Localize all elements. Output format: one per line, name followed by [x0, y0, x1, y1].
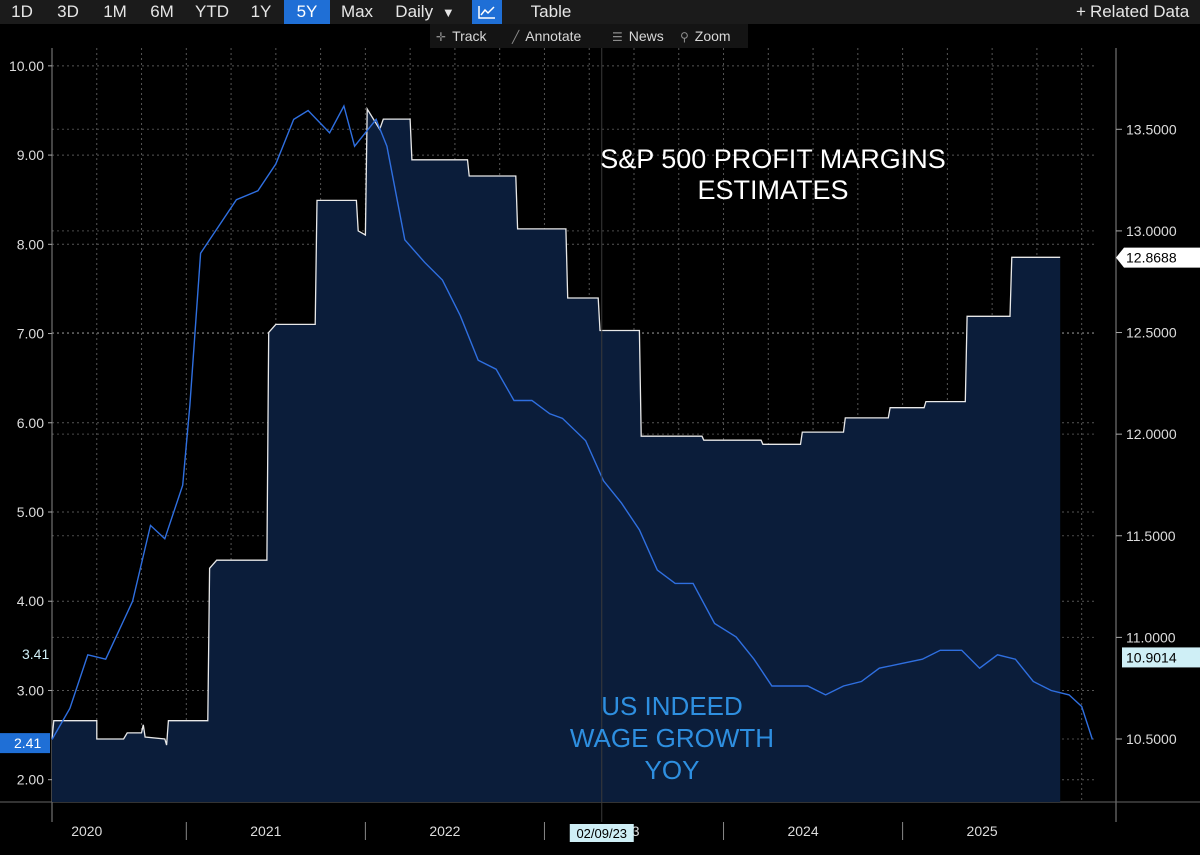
left-tick-label: 10.00: [9, 58, 44, 74]
wage-series-label-line: YOY: [645, 755, 700, 785]
range-5y-button[interactable]: 5Y: [284, 0, 330, 24]
wage-growth-line: [51, 104, 1094, 740]
chart-title-line: S&P 500 PROFIT MARGINS: [600, 144, 946, 174]
related-data-label: Related Data: [1089, 2, 1190, 21]
range-1d-button[interactable]: 1D: [11, 2, 33, 21]
range-max-button[interactable]: Max: [340, 2, 374, 21]
x-tick-label: 2025: [967, 823, 998, 839]
x-axis: 20202021202220232024202502/09/23: [71, 822, 998, 842]
line-chart-button[interactable]: [472, 0, 502, 24]
magnifier-icon: ⚲: [680, 30, 689, 44]
news-label: News: [628, 28, 664, 44]
interval-dropdown[interactable]: Daily ▼: [384, 0, 466, 24]
right-value-label: 12.8688: [1126, 250, 1177, 266]
right-tick-label: 12.5000: [1126, 325, 1177, 341]
related-data-button[interactable]: + Related Data: [1068, 0, 1200, 24]
plus-icon: +: [1076, 2, 1086, 21]
zoom-label: Zoom: [694, 28, 731, 44]
range-6m-button[interactable]: 6M: [150, 2, 174, 21]
pencil-icon: ╱: [512, 30, 520, 44]
left-tick-label: 4.00: [17, 593, 44, 609]
wage-series-label-line: US INDEED: [601, 691, 743, 721]
chart-subtoolbar: ✛ Track ╱ Annotate ☰ News ⚲ Zoom: [430, 24, 748, 48]
cursor-date-label: 02/09/23: [576, 826, 627, 841]
range-ytd-button[interactable]: YTD: [195, 2, 229, 21]
right-tick-label: 13.0000: [1126, 223, 1177, 239]
left-tick-label: 5.00: [17, 504, 44, 520]
right-axis-ticks: 13.5000 13.0000 12.5000 12.0000 11.5000 11.00…: [1116, 121, 1177, 747]
left-value-label: 2.41: [14, 735, 41, 751]
x-tick-label: 2020: [71, 823, 102, 839]
annotate-label: Annotate: [525, 28, 582, 44]
news-button[interactable]: ☰ News: [612, 24, 664, 48]
right-tick-label: 12.0000: [1126, 426, 1177, 442]
right-tick-label: 13.5000: [1126, 121, 1177, 137]
right-value-label: 10.9014: [1126, 649, 1177, 665]
cursor-date-badge: [569, 824, 634, 842]
news-icon: ☰: [612, 30, 623, 44]
track-button[interactable]: ✛ Track: [436, 24, 487, 48]
left-tick-label: 6.00: [17, 415, 44, 431]
left-tick-label: 9.00: [17, 147, 44, 163]
x-tick-label: 2022: [429, 823, 460, 839]
line-chart-icon: [478, 6, 495, 19]
zoom-button[interactable]: ⚲ Zoom: [680, 24, 731, 48]
left-tick-label: 7.00: [17, 326, 44, 342]
wage-series-label-line: WAGE GROWTH: [570, 723, 774, 753]
x-tick-label: 2021: [250, 823, 281, 839]
left-tick-label: 3.00: [17, 682, 44, 698]
left-tick-label: 8.00: [17, 236, 44, 252]
right-tick-label: 11.5000: [1126, 528, 1176, 544]
right-tick-label: 11.0000: [1126, 629, 1176, 645]
annotate-button[interactable]: ╱ Annotate: [512, 24, 581, 48]
profit-margins-area: [52, 109, 1061, 802]
range-1y-button[interactable]: 1Y: [250, 2, 272, 21]
table-button[interactable]: Table: [530, 2, 572, 21]
chevron-down-icon: ▼: [441, 5, 455, 20]
crosshair-icon: ✛: [436, 30, 447, 44]
interval-label: Daily: [395, 2, 434, 21]
left-value-badge: [0, 733, 50, 754]
left-value-label: 3.41: [22, 646, 49, 662]
right-value-badge: [1122, 647, 1200, 668]
left-tick-label: 2.00: [17, 772, 44, 788]
track-label: Track: [452, 28, 487, 44]
axis-markers: 3.41 2.41 12.8688 10.9014: [0, 247, 1200, 754]
x-tick-label: 2024: [787, 823, 818, 839]
right-value-badge: [1116, 247, 1200, 268]
profit-margins-line: [51, 106, 1061, 746]
left-axis-ticks: 10.00 9.00 8.00 7.00 6.00 5.00 4.00 3.00 2.00: [9, 58, 52, 788]
chart-toolbar: 1D 3D 1M 6M YTD 1Y 5Y Max Daily ▼ Table …: [0, 0, 1200, 24]
range-3d-button[interactable]: 3D: [57, 2, 79, 21]
chart-title-line: ESTIMATES: [697, 175, 848, 205]
range-1m-button[interactable]: 1M: [103, 2, 127, 21]
right-tick-label: 10.5000: [1126, 731, 1177, 747]
